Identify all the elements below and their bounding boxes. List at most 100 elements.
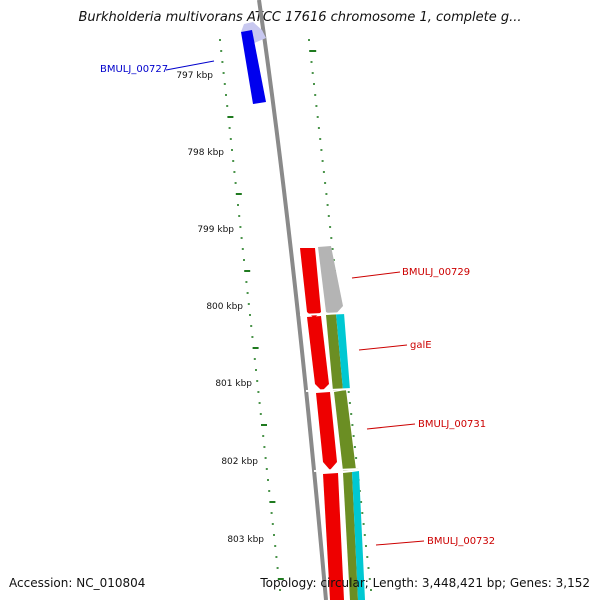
map-title: Burkholderia multivorans ATCC 17616 chro…	[78, 10, 522, 25]
minor-tick	[361, 512, 364, 514]
gene-bmulj-00727-body	[241, 30, 266, 104]
minor-tick	[313, 83, 315, 85]
minor-tick	[326, 204, 329, 206]
minor-tick	[246, 292, 249, 294]
minor-tick	[220, 50, 223, 52]
minor-tick	[362, 523, 365, 525]
minor-tick	[273, 534, 275, 536]
minor-tick	[221, 61, 224, 63]
minor-tick	[366, 556, 369, 558]
minor-tick	[331, 248, 334, 250]
minor-tick	[256, 380, 259, 382]
gene-track-olive[interactable]	[326, 314, 358, 600]
major-tick	[227, 116, 234, 118]
major-tick	[252, 347, 259, 349]
minor-tick	[327, 215, 330, 217]
gene-labels: BMULJ_00727 BMULJ_00729 galE BMULJ_00731…	[100, 64, 495, 547]
minor-tick	[265, 468, 268, 470]
minor-tick	[241, 248, 244, 250]
major-tick	[309, 50, 317, 52]
tick-label: 803 kbp	[227, 535, 264, 545]
minor-tick	[247, 303, 250, 305]
minor-tick	[352, 435, 355, 437]
major-tick	[235, 193, 242, 195]
minor-tick	[226, 105, 229, 107]
major-tick	[261, 424, 267, 426]
minor-tick	[279, 589, 281, 591]
gene-track-red[interactable]	[300, 248, 344, 600]
minor-tick	[348, 402, 351, 404]
minor-tick	[350, 413, 353, 415]
minor-tick	[320, 149, 323, 151]
tick-label: 802 kbp	[221, 457, 258, 467]
minor-tick	[311, 72, 314, 74]
tick-label: 797 kbp	[176, 71, 213, 81]
genome-summary: Topology: circular; Length: 3,448,421 bp…	[260, 576, 590, 590]
gene-bmulj-00727-feature[interactable]	[241, 22, 266, 104]
minor-tick	[239, 226, 242, 228]
leader-line-bmulj-00729	[351, 271, 401, 279]
minor-tick	[255, 369, 257, 371]
minor-tick	[251, 336, 254, 338]
minor-tick	[365, 545, 367, 547]
minor-tick	[308, 39, 310, 41]
minor-tick	[228, 127, 231, 129]
gene-olive-segment-3	[343, 472, 358, 600]
gene-cyan-segment-1	[336, 313, 350, 390]
gene-gale-segment	[326, 314, 343, 391]
minor-tick	[274, 545, 277, 547]
minor-tick	[270, 512, 273, 514]
minor-tick	[232, 160, 235, 162]
minor-tick	[329, 226, 332, 228]
gene-red-segment-4	[323, 473, 344, 600]
accession-label: Accession: NC_010804	[9, 576, 146, 590]
minor-tick	[253, 358, 256, 360]
gene-label-bmulj-00732[interactable]: BMULJ_00732	[427, 536, 495, 547]
tick-label: 801 kbp	[215, 379, 252, 389]
minor-tick	[250, 325, 253, 327]
gene-bmulj-00731-segment	[334, 390, 356, 471]
gene-cyan-segment-2	[352, 471, 365, 600]
minor-tick	[271, 523, 274, 525]
minor-tick	[317, 127, 320, 129]
minor-tick	[234, 182, 237, 184]
minor-tick	[219, 39, 221, 41]
major-tick	[277, 578, 284, 580]
gene-label-gale[interactable]: galE	[410, 340, 432, 351]
gene-label-bmulj-00731[interactable]: BMULJ_00731	[418, 419, 486, 430]
minor-tick	[264, 457, 267, 459]
minor-tick	[324, 182, 327, 184]
gene-red-segment-3	[316, 392, 337, 470]
minor-tick	[233, 171, 236, 173]
gene-label-bmulj-00729[interactable]: BMULJ_00729	[402, 267, 470, 278]
minor-tick	[315, 105, 318, 107]
tick-marks-inner	[219, 39, 284, 591]
minor-tick	[370, 589, 372, 591]
minor-tick	[222, 72, 225, 74]
minor-tick	[314, 94, 317, 96]
minor-tick	[231, 149, 233, 151]
segment-separators	[299, 312, 361, 472]
gene-label-leaders	[165, 60, 425, 546]
minor-tick	[267, 479, 269, 481]
minor-tick	[363, 534, 366, 536]
minor-tick	[330, 237, 333, 239]
gene-track-cyan[interactable]	[336, 313, 365, 600]
minor-tick	[351, 424, 354, 426]
minor-tick	[223, 83, 226, 85]
minor-tick	[243, 259, 245, 261]
gene-label-bmulj-00727[interactable]: BMULJ_00727	[100, 64, 168, 75]
minor-tick	[240, 237, 243, 239]
gene-red-segment-1	[300, 248, 321, 318]
minor-tick	[316, 116, 319, 118]
minor-tick	[319, 138, 322, 140]
minor-tick	[325, 193, 328, 195]
tick-label: 800 kbp	[206, 302, 243, 312]
minor-tick	[263, 446, 266, 448]
minor-tick	[322, 171, 325, 173]
minor-tick	[275, 556, 278, 558]
minor-tick	[321, 160, 324, 162]
gene-bmulj-00729-feature[interactable]	[318, 246, 343, 316]
minor-tick	[237, 204, 239, 206]
